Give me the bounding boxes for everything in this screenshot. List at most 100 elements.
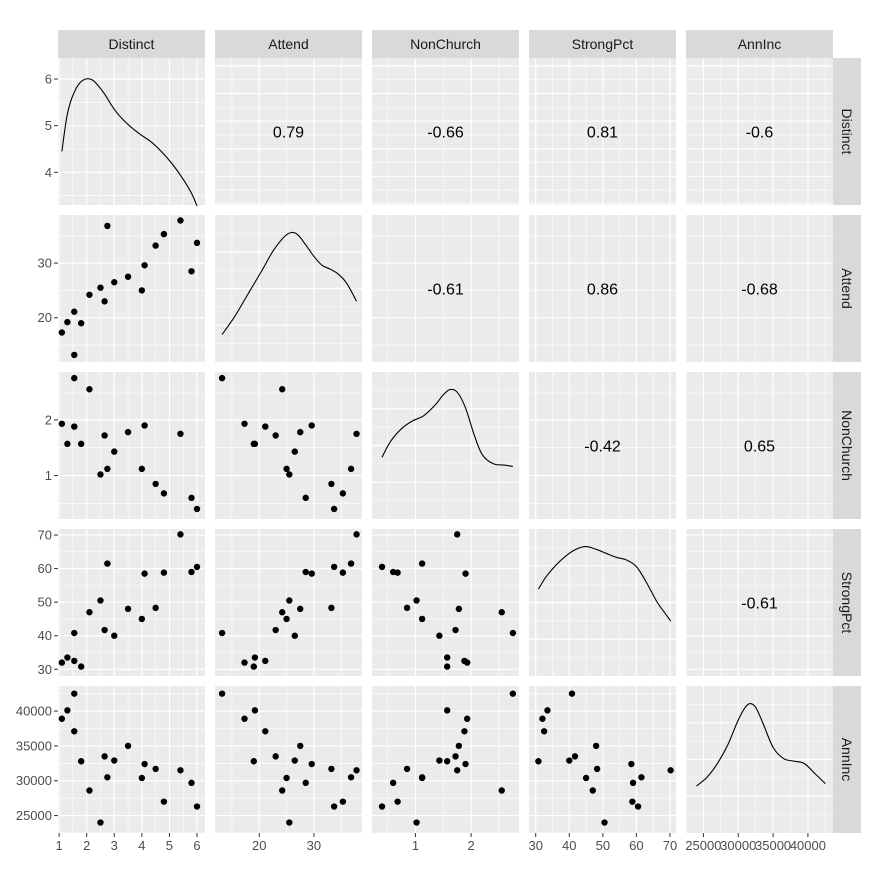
scatter-point-anninc-distinct-3 (71, 690, 78, 697)
x-tick-label-nonchurch-1: 2 (467, 838, 474, 853)
scatter-point-strongpct-attend-1 (251, 654, 259, 661)
scatter-point-strongpct-nonchurch-10 (455, 605, 463, 613)
scatter-point-strongpct-nonchurch-9 (436, 632, 443, 639)
panel-anninc-anninc (685, 686, 833, 833)
scatter-point-anninc-attend-10 (297, 742, 304, 750)
scatter-point-strongpct-distinct-5 (86, 609, 93, 616)
scatter-point-nonchurch-distinct-1 (64, 440, 71, 448)
scatter-point-strongpct-attend-16 (302, 568, 309, 576)
scatter-point-strongpct-nonchurch-4 (443, 663, 451, 670)
scatter-point-strongpct-distinct-11 (138, 615, 146, 623)
scatter-point-strongpct-nonchurch-5 (498, 609, 505, 616)
corr-label-distinct-strongpct: 0.81 (587, 125, 618, 142)
scatter-point-strongpct-attend-6 (286, 597, 293, 604)
scatter-point-strongpct-attend-13 (328, 604, 335, 612)
density-curve-attend (221, 231, 357, 335)
x-tick-label-distinct-5: 6 (193, 838, 200, 853)
scatter-point-strongpct-distinct-8 (104, 560, 111, 567)
strip-label-right-attend: Attend (839, 268, 855, 308)
scatter-point-attend-distinct-10 (124, 273, 132, 280)
strip-label-right-strongpct: StrongPct (839, 572, 855, 634)
strip-top-distinct: Distinct (58, 30, 205, 58)
panel-nonchurch-strongpct (529, 372, 676, 519)
scatter-point-anninc-attend-8 (347, 774, 355, 781)
scatter-point-anninc-distinct-4 (77, 758, 85, 765)
scatter-point-anninc-distinct-15 (177, 767, 184, 774)
scatter-point-anninc-distinct-14 (160, 798, 168, 805)
panel-strongpct-attend (215, 529, 362, 676)
corr-label-strongpct-anninc: -0.61 (741, 596, 778, 613)
scatter-point-anninc-strongpct-2 (540, 728, 548, 735)
scatter-point-anninc-attend-14 (339, 798, 347, 805)
scatter-point-anninc-strongpct-0 (539, 715, 546, 722)
scatter-point-anninc-distinct-16 (188, 779, 195, 787)
x-tick-label-strongpct-1: 40 (562, 838, 576, 853)
scatter-point-nonchurch-attend-10 (297, 428, 304, 436)
scatter-point-anninc-strongpct-13 (593, 765, 601, 773)
scatter-point-attend-distinct-1 (64, 318, 71, 326)
panel-nonchurch-distinct (58, 372, 205, 519)
corr-label-attend-strongpct: 0.86 (587, 282, 618, 299)
scatter-point-anninc-distinct-10 (124, 742, 132, 750)
scatter-point-attend-distinct-16 (188, 268, 195, 275)
y-tick-label-strongpct-3: 60 (38, 561, 52, 576)
scatter-point-anninc-strongpct-1 (544, 707, 551, 714)
scatter-point-nonchurch-distinct-13 (152, 480, 159, 488)
scatter-point-strongpct-attend-12 (308, 570, 315, 577)
scatter-point-strongpct-attend-8 (347, 560, 355, 567)
scatter-point-strongpct-nonchurch-3 (509, 629, 517, 637)
x-tick-label-distinct-3: 4 (138, 838, 145, 853)
scatter-point-anninc-nonchurch-1 (443, 707, 451, 714)
scatter-point-anninc-attend-1 (251, 707, 259, 714)
scatter-point-strongpct-distinct-10 (124, 605, 132, 613)
panel-attend-nonchurch (372, 215, 519, 362)
scatter-point-strongpct-nonchurch-12 (462, 570, 469, 577)
panel-strongpct-strongpct (529, 529, 676, 676)
corr-label-distinct-attend: 0.79 (273, 125, 304, 142)
scatter-point-anninc-attend-3 (218, 690, 226, 697)
scatter-point-strongpct-attend-5 (279, 609, 286, 616)
scatter-point-attend-distinct-11 (138, 287, 146, 294)
scatter-point-attend-distinct-15 (177, 217, 184, 224)
scatter-point-anninc-nonchurch-16 (389, 779, 397, 787)
scatter-point-anninc-distinct-5 (86, 787, 93, 794)
panel-anninc-attend (215, 686, 362, 834)
scatter-point-nonchurch-distinct-11 (138, 465, 146, 473)
scatter-point-strongpct-nonchurch-7 (452, 626, 459, 634)
scatter-point-anninc-attend-0 (241, 715, 248, 722)
scatter-point-nonchurch-attend-7 (272, 432, 279, 439)
scatter-point-anninc-distinct-17 (193, 803, 201, 810)
scatter-point-nonchurch-attend-13 (328, 480, 335, 488)
y-tick-label-anninc-3: 40000 (16, 704, 52, 719)
scatter-point-anninc-strongpct-7 (571, 753, 579, 760)
x-tick-label-anninc-3: 40000 (790, 838, 826, 853)
scatter-point-anninc-nonchurch-14 (394, 798, 401, 805)
scatter-point-attend-distinct-17 (193, 239, 201, 247)
scatter-point-strongpct-attend-10 (297, 605, 304, 613)
scatter-point-strongpct-distinct-12 (141, 570, 148, 577)
panel-attend-attend (215, 215, 362, 362)
scatter-point-anninc-attend-16 (302, 779, 309, 787)
scatter-point-anninc-distinct-11 (138, 774, 146, 782)
strip-right-anninc: AnnInc (833, 686, 861, 833)
x-tick-label-strongpct-3: 60 (629, 838, 643, 853)
scatter-point-attend-distinct-2 (71, 308, 78, 315)
scatter-point-anninc-distinct-9 (111, 757, 118, 764)
scatter-point-strongpct-nonchurch-6 (413, 597, 420, 604)
y-tick-label-nonchurch-0: 1 (45, 468, 52, 483)
scatter-point-nonchurch-attend-3 (218, 374, 226, 382)
scatter-point-strongpct-distinct-15 (177, 531, 184, 538)
scatter-point-attend-distinct-14 (160, 230, 168, 238)
panel-attend-distinct (58, 215, 205, 362)
scatter-point-anninc-distinct-7 (101, 753, 108, 760)
corr-label-distinct-anninc: -0.6 (746, 125, 774, 142)
x-tick-label-distinct-0: 1 (55, 838, 62, 853)
scatter-point-anninc-distinct-8 (104, 774, 111, 781)
x-tick-label-distinct-1: 2 (83, 838, 90, 853)
x-tick-label-anninc-0: 25000 (685, 838, 721, 853)
x-tick-label-attend-1: 30 (307, 838, 321, 853)
scatter-point-strongpct-distinct-0 (58, 659, 66, 666)
scatter-point-nonchurch-distinct-15 (177, 430, 184, 438)
x-tick-label-attend-0: 20 (252, 838, 266, 853)
